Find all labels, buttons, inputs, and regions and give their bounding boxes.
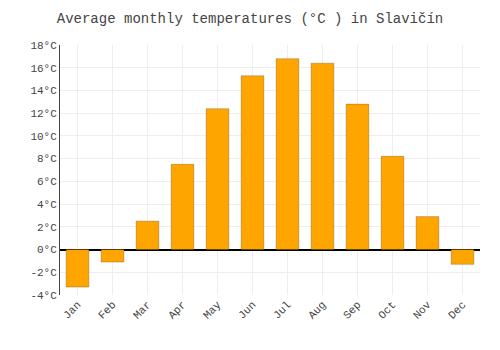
svg-text:0°C: 0°C	[37, 244, 57, 256]
svg-text:Feb: Feb	[96, 299, 118, 321]
svg-text:14°C: 14°C	[30, 85, 57, 97]
svg-text:-2°C: -2°C	[30, 267, 57, 279]
svg-text:Average monthly temperatures (: Average monthly temperatures (°C ) in Sl…	[57, 11, 443, 27]
svg-text:Jul: Jul	[271, 299, 293, 321]
svg-text:4°C: 4°C	[37, 199, 57, 211]
svg-text:Aug: Aug	[306, 299, 328, 321]
svg-text:18°C: 18°C	[30, 40, 57, 52]
svg-text:Oct: Oct	[376, 299, 398, 321]
svg-text:12°C: 12°C	[30, 108, 57, 120]
svg-text:6°C: 6°C	[37, 176, 57, 188]
svg-text:Nov: Nov	[411, 299, 434, 322]
svg-text:2°C: 2°C	[37, 222, 57, 234]
svg-text:10°C: 10°C	[30, 131, 57, 143]
svg-text:Jan: Jan	[61, 299, 83, 321]
svg-text:Jun: Jun	[236, 299, 258, 321]
svg-text:16°C: 16°C	[30, 63, 57, 75]
svg-text:8°C: 8°C	[37, 153, 57, 165]
svg-text:Mar: Mar	[131, 299, 153, 321]
svg-text:Sep: Sep	[341, 299, 363, 321]
svg-text:Dec: Dec	[446, 299, 468, 321]
svg-text:-4°C: -4°C	[30, 290, 57, 302]
svg-text:Apr: Apr	[166, 299, 188, 321]
svg-text:May: May	[201, 299, 224, 322]
